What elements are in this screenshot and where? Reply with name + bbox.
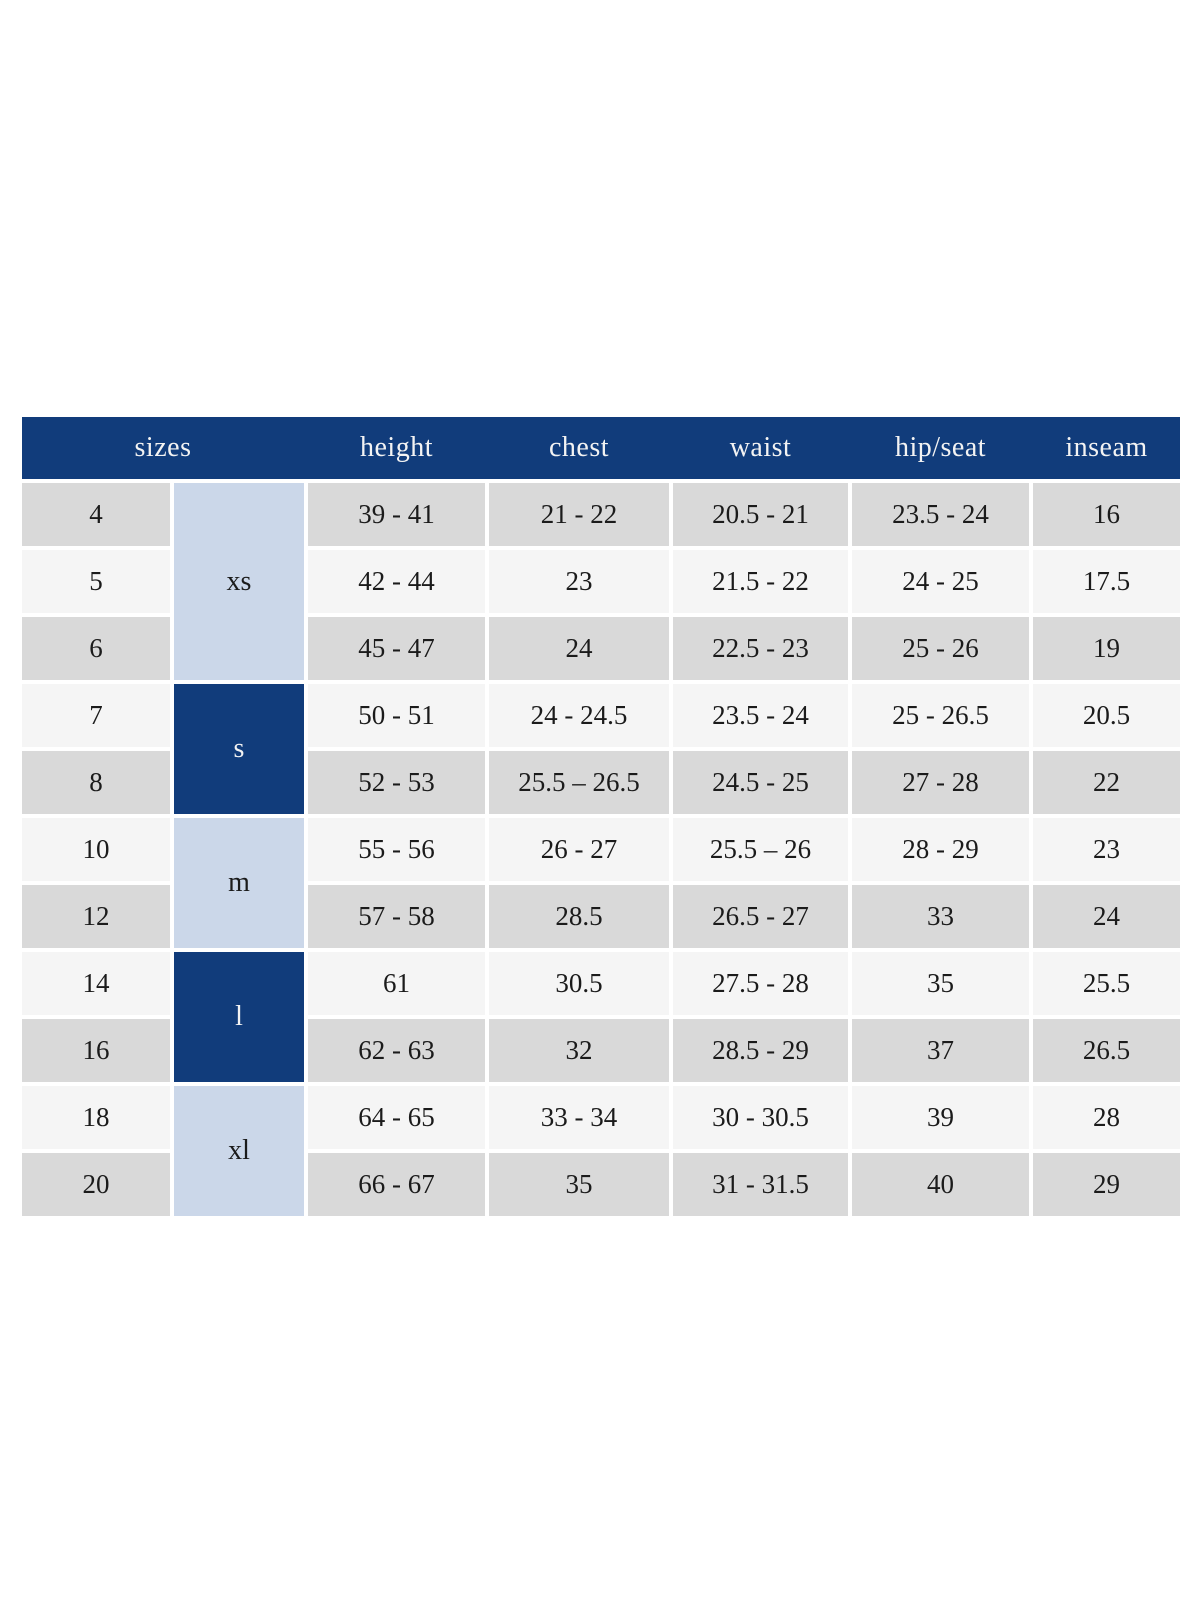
inseam-cell: 26.5 [1033,1019,1180,1082]
column-header-sizes: sizes [134,432,192,463]
size-number-cell: 5 [22,550,170,613]
height-cell: 42 - 44 [308,550,485,613]
chest-cell: 23 [489,550,669,613]
chest-cell: 28.5 [489,885,669,948]
waist-cell: 26.5 - 27 [673,885,848,948]
height-cell: 57 - 58 [308,885,485,948]
inseam-cell: 24 [1033,885,1180,948]
size-number-cell: 6 [22,617,170,680]
hip-seat-cell: 25 - 26.5 [852,684,1029,747]
height-cell: 45 - 47 [308,617,485,680]
column-header-waist: waist [729,432,792,463]
size-group-cell-l: l [174,952,304,1082]
height-cell: 66 - 67 [308,1153,485,1216]
waist-cell: 27.5 - 28 [673,952,848,1015]
size-number-cell: 4 [22,483,170,546]
inseam-cell: 16 [1033,483,1180,546]
chest-cell: 33 - 34 [489,1086,669,1149]
height-cell: 39 - 41 [308,483,485,546]
size-number-cell: 8 [22,751,170,814]
height-cell: 55 - 56 [308,818,485,881]
chest-cell: 24 - 24.5 [489,684,669,747]
size-number-cell: 10 [22,818,170,881]
size-chart-table: sizes height chest waist hip/seat inseam… [22,417,1180,1216]
waist-cell: 30 - 30.5 [673,1086,848,1149]
column-header-height: height [360,432,433,463]
table-header-row: sizes height chest waist hip/seat inseam [22,417,1180,479]
size-group-cell-xs: xs [174,483,304,680]
chest-cell: 24 [489,617,669,680]
column-header-chest: chest [548,432,610,463]
hip-seat-cell: 35 [852,952,1029,1015]
size-number-cell: 14 [22,952,170,1015]
inseam-cell: 22 [1033,751,1180,814]
chest-cell: 25.5 – 26.5 [489,751,669,814]
column-header-inseam: inseam [1065,432,1148,463]
column-header-hip-seat: hip/seat [894,432,987,463]
waist-cell: 21.5 - 22 [673,550,848,613]
hip-seat-cell: 25 - 26 [852,617,1029,680]
inseam-cell: 20.5 [1033,684,1180,747]
height-cell: 50 - 51 [308,684,485,747]
height-cell: 62 - 63 [308,1019,485,1082]
size-group-cell-m: m [174,818,304,948]
size-number-cell: 7 [22,684,170,747]
height-cell: 64 - 65 [308,1086,485,1149]
hip-seat-cell: 24 - 25 [852,550,1029,613]
waist-cell: 31 - 31.5 [673,1153,848,1216]
inseam-cell: 25.5 [1033,952,1180,1015]
waist-cell: 24.5 - 25 [673,751,848,814]
height-cell: 61 [308,952,485,1015]
hip-seat-cell: 23.5 - 24 [852,483,1029,546]
size-number-cell: 20 [22,1153,170,1216]
waist-cell: 22.5 - 23 [673,617,848,680]
chest-cell: 21 - 22 [489,483,669,546]
chest-cell: 26 - 27 [489,818,669,881]
waist-cell: 23.5 - 24 [673,684,848,747]
height-cell: 52 - 53 [308,751,485,814]
hip-seat-cell: 28 - 29 [852,818,1029,881]
inseam-cell: 19 [1033,617,1180,680]
waist-cell: 28.5 - 29 [673,1019,848,1082]
size-number-cell: 12 [22,885,170,948]
inseam-cell: 29 [1033,1153,1180,1216]
size-group-cell-xl: xl [174,1086,304,1216]
waist-cell: 20.5 - 21 [673,483,848,546]
inseam-cell: 28 [1033,1086,1180,1149]
hip-seat-cell: 27 - 28 [852,751,1029,814]
size-number-cell: 16 [22,1019,170,1082]
chest-cell: 35 [489,1153,669,1216]
waist-cell: 25.5 – 26 [673,818,848,881]
inseam-cell: 17.5 [1033,550,1180,613]
chest-cell: 30.5 [489,952,669,1015]
size-group-cell-s: s [174,684,304,814]
hip-seat-cell: 39 [852,1086,1029,1149]
table-body: 4 xs 39 - 41 21 - 22 20.5 - 21 23.5 - 24 16 5 42… [22,483,1180,1216]
hip-seat-cell: 37 [852,1019,1029,1082]
hip-seat-cell: 40 [852,1153,1029,1216]
size-number-cell: 18 [22,1086,170,1149]
chest-cell: 32 [489,1019,669,1082]
inseam-cell: 23 [1033,818,1180,881]
hip-seat-cell: 33 [852,885,1029,948]
